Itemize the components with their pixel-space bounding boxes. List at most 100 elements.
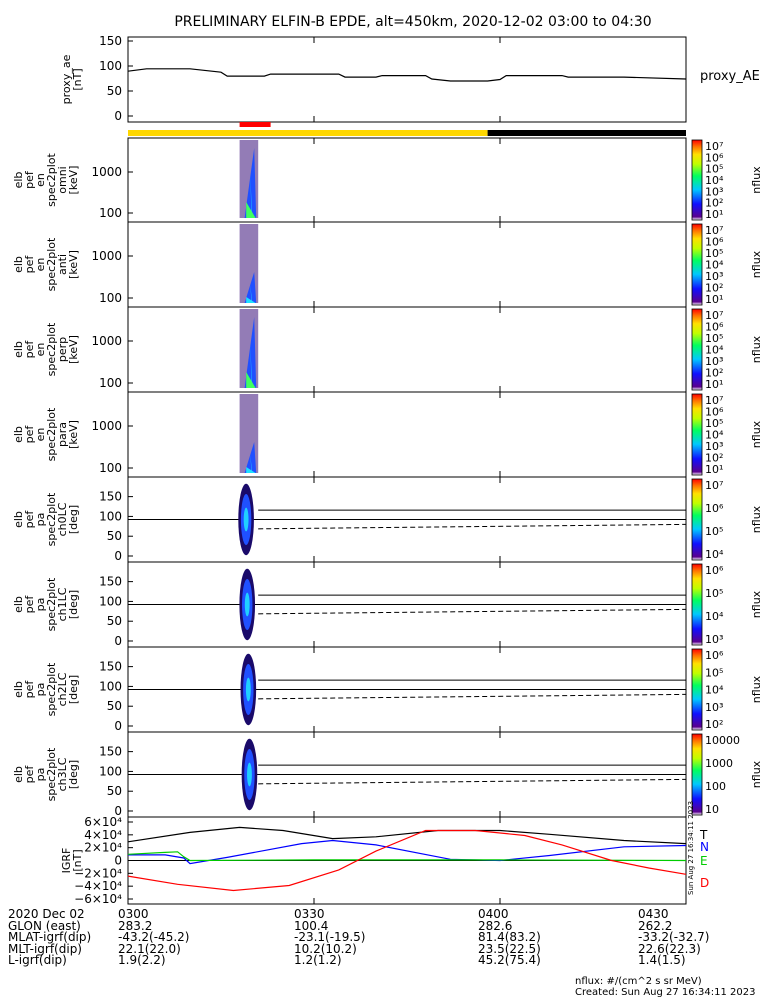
figure-title: PRELIMINARY ELFIN-B EPDE, alt=450km, 202… bbox=[174, 14, 651, 30]
y-axis-label: [deg] bbox=[67, 505, 80, 534]
colorbar-tick-label: 10¹ bbox=[705, 293, 723, 306]
colorbar-tick-label: 10⁴ bbox=[705, 684, 724, 697]
y-tick-label: 50 bbox=[107, 529, 122, 543]
colorbar-tick-label: 10 bbox=[705, 803, 719, 816]
y-axis-label: pef bbox=[23, 340, 36, 359]
colorbar-tick-label: 10⁴ bbox=[705, 548, 724, 561]
colorbar-tick-label: 10⁷ bbox=[705, 479, 723, 492]
colorbar-tick-label: 10⁴ bbox=[705, 259, 724, 272]
colorbar-tick-label: 10⁶ bbox=[705, 236, 724, 249]
created-stamp: Created: Sun Aug 27 16:34:11 2023 bbox=[575, 987, 756, 998]
y-axis-label: elb bbox=[12, 596, 25, 613]
burst-spectrum-mid bbox=[250, 284, 253, 303]
y-tick-label: 0 bbox=[114, 719, 122, 733]
colorbar-tick-label: 10² bbox=[705, 197, 723, 210]
y-tick-label: 1000 bbox=[91, 165, 122, 179]
colorbar-tick-label: 1000 bbox=[705, 757, 733, 770]
colorbar-anti bbox=[691, 223, 703, 306]
colorbar-tick-label: 10¹ bbox=[705, 208, 723, 221]
legend-label-E: E bbox=[700, 854, 708, 868]
y-axis-label: pef bbox=[23, 170, 36, 189]
y-axis-label: en bbox=[34, 428, 47, 442]
y-tick-label: 1000 bbox=[91, 249, 122, 263]
colorbars-group: 10⁷10⁶10⁵10⁴10³10²10¹nflux10⁷10⁶10⁵10⁴10… bbox=[691, 139, 763, 816]
colorbar-tick-label: 10⁶ bbox=[705, 649, 724, 662]
footer-row-value: -23.1(-19.5) bbox=[294, 930, 366, 944]
y-axis-label: para bbox=[56, 422, 69, 447]
footer-row-value: 262.2 bbox=[638, 918, 673, 933]
y-axis-label: pa bbox=[34, 683, 47, 697]
y-axis-label: [nT] bbox=[71, 68, 84, 90]
y-axis-label: proxy_ae bbox=[60, 54, 73, 104]
footer-row-label: GLON (east) bbox=[8, 918, 81, 933]
footer-row-label: MLT-igrf(dip) bbox=[8, 941, 82, 956]
colorbar-tick-label: 10⁵ bbox=[705, 247, 723, 260]
y-tick-label: 4×10⁴ bbox=[84, 828, 122, 842]
footer-row: MLAT-igrf(dip) -43.2(-45.2) -23.1(-19.5) 81… bbox=[8, 930, 709, 944]
colorbar-tick-label: 10⁶ bbox=[705, 151, 724, 164]
y-tick-label: 50 bbox=[107, 614, 122, 628]
series-line-E bbox=[127, 851, 687, 862]
footer-row-value: 22.6(22.3) bbox=[638, 941, 701, 956]
y-axis-label: [keV] bbox=[67, 335, 80, 364]
y-tick-label: 150 bbox=[99, 660, 122, 674]
legend-label-N: N bbox=[700, 840, 709, 854]
colorbar-tick-label: 10⁶ bbox=[705, 564, 724, 577]
loss-cone-dashed-line bbox=[258, 778, 687, 785]
y-tick-label: 100 bbox=[99, 679, 122, 693]
colorbar-tick-label: 10² bbox=[705, 718, 723, 731]
footer-row-value: 1.9(2.2) bbox=[118, 953, 166, 967]
colorbar-ch2LC bbox=[691, 648, 703, 731]
y-axis-label: spec2plot bbox=[45, 662, 58, 716]
y-axis-label: spec2plot bbox=[45, 407, 58, 461]
footer-row-value: 45.2(75.4) bbox=[478, 953, 541, 967]
footer-row: MLT-igrf(dip) 22.1(22.0) 10.2(10.2) 23.5(22… bbox=[8, 941, 708, 956]
panel-frame-perp bbox=[127, 306, 687, 393]
y-axis-label: ch1LC bbox=[56, 587, 69, 621]
burst-core bbox=[243, 507, 249, 532]
footer-row: L-igrf(dip) 1.9(2.2) 1.2(1.2) 45.2(75.4) 1.4… bbox=[8, 954, 708, 967]
panel-frame-para bbox=[127, 391, 687, 478]
footer-row-label: MLAT-igrf(dip) bbox=[8, 930, 92, 944]
units-note: nflux: #/(cm^2 s sr MeV) bbox=[575, 976, 702, 987]
colorbar-tick-label: 10³ bbox=[705, 440, 723, 453]
colorbar-tick-label: 10⁵ bbox=[705, 417, 723, 430]
burst-spectrum-mid bbox=[250, 342, 253, 388]
y-axis-label: [deg] bbox=[67, 590, 80, 619]
colorbar-tick-label: 10³ bbox=[705, 185, 723, 198]
y-tick-label: −6×10⁴ bbox=[74, 892, 122, 906]
y-axis-label: anti bbox=[56, 254, 69, 275]
colorbar-tick-label: 10⁴ bbox=[705, 344, 724, 357]
y-axis-label: pa bbox=[34, 768, 47, 782]
burst-spectrum-core bbox=[246, 297, 256, 303]
colorbar-tick-label: 10⁴ bbox=[705, 174, 724, 187]
colorbar-tick-label: 10⁵ bbox=[705, 525, 723, 538]
y-axis-label: [nT] bbox=[71, 849, 84, 871]
panel-frame-omni bbox=[127, 137, 687, 223]
colorbar-perp bbox=[691, 308, 703, 391]
burst-spectrum bbox=[244, 442, 257, 473]
y-axis-label: elb bbox=[12, 341, 25, 358]
footer-row-value: -43.2(-45.2) bbox=[118, 930, 190, 944]
colorbar-ch1LC bbox=[691, 563, 703, 646]
science-zone-bar-red bbox=[239, 122, 271, 127]
y-tick-label: 100 bbox=[99, 291, 122, 305]
y-axis-label: pef bbox=[23, 425, 36, 444]
y-axis-label: pef bbox=[23, 595, 36, 614]
legend-label: proxy_AE bbox=[700, 69, 760, 84]
colorbar-tick-label: 10⁵ bbox=[705, 332, 723, 345]
panel-frame-anti bbox=[127, 221, 687, 308]
burst-spectrum bbox=[244, 317, 257, 388]
footer-row-label: L-igrf(dip) bbox=[8, 953, 67, 967]
colorbar-tick-label: 10³ bbox=[705, 355, 723, 368]
y-axis-label: [keV] bbox=[67, 420, 80, 449]
y-tick-label: 0 bbox=[114, 549, 122, 563]
y-tick-label: 100 bbox=[99, 376, 122, 390]
footer-row-label: 2020 Dec 02 bbox=[8, 907, 85, 921]
y-axis-label: en bbox=[34, 343, 47, 357]
footer-row-value: 100.4 bbox=[294, 918, 329, 933]
colorbar-tick-label: 10⁵ bbox=[705, 163, 723, 176]
colorbar-tick-label: 100 bbox=[705, 780, 726, 793]
y-tick-label: 150 bbox=[99, 575, 122, 589]
